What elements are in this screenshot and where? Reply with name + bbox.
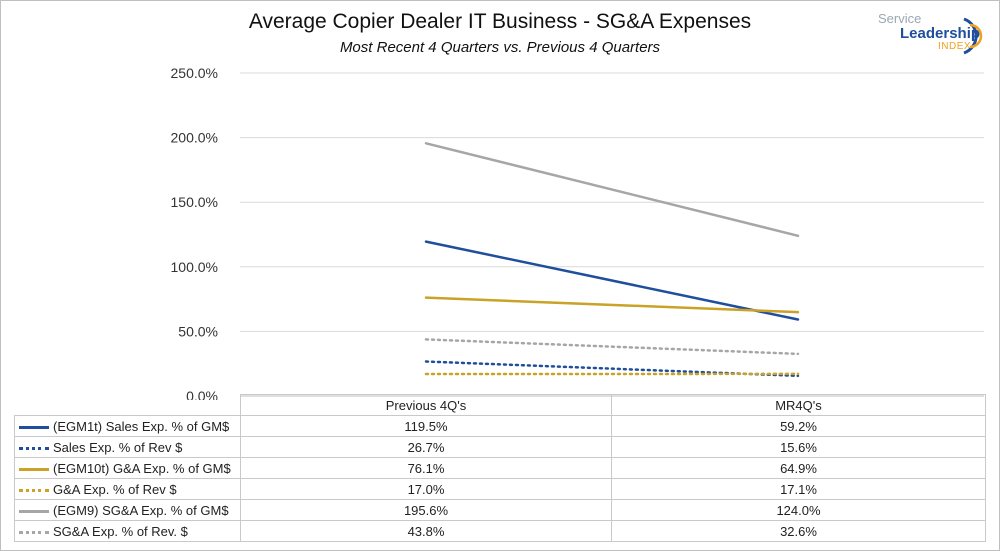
- chart-title: Average Copier Dealer IT Business - SG&A…: [248, 10, 752, 33]
- data-label: 15.6%: [611, 436, 986, 458]
- logo-text-index: INDEX: [938, 41, 972, 52]
- chart-subtitle: Most Recent 4 Quarters vs. Previous 4 Qu…: [339, 39, 661, 56]
- series-line: [424, 240, 800, 321]
- category-header: MR4Q's: [611, 394, 986, 416]
- series-line: [424, 142, 800, 238]
- data-label: 195.6%: [240, 499, 612, 521]
- series-line: [424, 296, 800, 314]
- legend-label: (EGM10t) G&A Exp. % of GM$: [53, 460, 231, 476]
- data-table-row: (EGM9) SG&A Exp. % of GM$ 195.6% 124.0%: [14, 499, 986, 521]
- legend-label: G&A Exp. % of Rev $: [53, 481, 177, 497]
- logo-arc-icon: [963, 17, 983, 55]
- data-table-row: G&A Exp. % of Rev $ 17.0% 17.1%: [14, 478, 986, 500]
- data-table-row: SG&A Exp. % of Rev. $ 43.8% 32.6%: [14, 520, 986, 542]
- data-label: 32.6%: [611, 520, 986, 542]
- data-label: 76.1%: [240, 457, 612, 479]
- logo-text-service: Service: [878, 11, 922, 26]
- legend-entry: Sales Exp. % of Rev $: [14, 436, 241, 458]
- data-label: 119.5%: [240, 415, 612, 437]
- legend-entry: (EGM1t) Sales Exp. % of GM$: [14, 415, 241, 437]
- legend-entry: G&A Exp. % of Rev $: [14, 478, 241, 500]
- data-label: 59.2%: [611, 415, 986, 437]
- data-table: Previous 4Q's MR4Q's (EGM1t) Sales Exp. …: [14, 394, 986, 542]
- data-table-row: Sales Exp. % of Rev $ 26.7% 15.6%: [14, 436, 986, 458]
- legend-key: [19, 509, 49, 513]
- legend-label: (EGM1t) Sales Exp. % of GM$: [53, 418, 230, 434]
- data-label: 124.0%: [611, 499, 986, 521]
- legend-label: SG&A Exp. % of Rev. $: [53, 523, 188, 539]
- data-table-corner: [14, 394, 241, 416]
- legend-entry: (EGM9) SG&A Exp. % of GM$: [14, 499, 241, 521]
- legend-entry: (EGM10t) G&A Exp. % of GM$: [14, 457, 241, 479]
- series-line: [424, 360, 800, 378]
- legend-entry: SG&A Exp. % of Rev. $: [14, 520, 241, 542]
- data-label: 64.9%: [611, 457, 986, 479]
- series-line: [424, 338, 800, 356]
- logo-text-leadership: Leadership: [900, 25, 981, 42]
- legend-key: [19, 467, 49, 471]
- data-table-row: (EGM1t) Sales Exp. % of GM$ 119.5% 59.2%: [14, 415, 986, 437]
- y-tick-label: 250.0%: [171, 65, 218, 81]
- y-tick-label: 200.0%: [171, 130, 218, 146]
- data-label: 43.8%: [240, 520, 612, 542]
- legend-label: (EGM9) SG&A Exp. % of GM$: [53, 502, 229, 518]
- data-table-row: (EGM10t) G&A Exp. % of GM$ 76.1% 64.9%: [14, 457, 986, 479]
- plot-area: 250.0%200.0%150.0%100.0%50.0%0.0%: [171, 65, 984, 400]
- legend-key: [19, 530, 49, 534]
- data-label: 17.1%: [611, 478, 986, 500]
- service-leadership-index-logo: Service Leadership INDEX: [878, 11, 988, 55]
- y-tick-label: 100.0%: [171, 259, 218, 275]
- y-tick-label: 50.0%: [178, 323, 218, 339]
- y-tick-label: 150.0%: [171, 194, 218, 210]
- category-header: Previous 4Q's: [240, 394, 612, 416]
- legend-label: Sales Exp. % of Rev $: [53, 439, 183, 455]
- legend-key: [19, 488, 49, 492]
- data-label: 17.0%: [240, 478, 612, 500]
- legend-key: [19, 425, 49, 429]
- data-table-header-row: Previous 4Q's MR4Q's: [14, 394, 986, 416]
- data-label: 26.7%: [240, 436, 612, 458]
- legend-key: [19, 446, 49, 450]
